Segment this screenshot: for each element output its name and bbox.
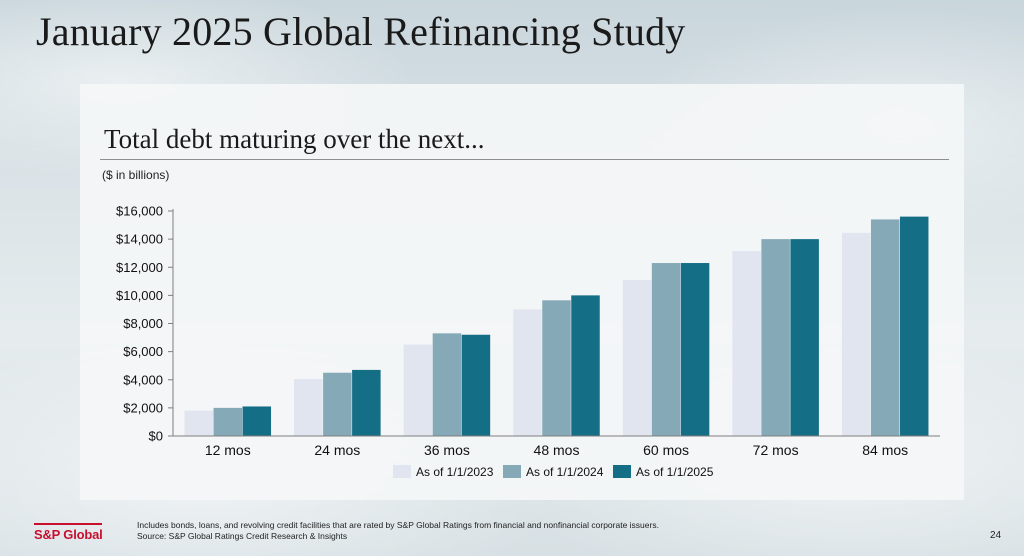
- units-label: ($ in billions): [102, 168, 170, 182]
- bar-60-mos-series-3: [680, 263, 710, 436]
- legend-label: As of 1/1/2025: [636, 465, 714, 479]
- legend-swatch: [503, 465, 521, 478]
- bar-12-mos-series-3: [242, 406, 272, 436]
- bar-24-mos-series-2: [323, 372, 352, 436]
- bar-36-mos-series-3: [461, 334, 491, 436]
- y-tick-label: $14,000: [116, 232, 163, 247]
- bar-36-mos-series-2: [432, 333, 462, 436]
- bar-12-mos-series-1: [184, 410, 214, 436]
- x-tick-label: 72 mos: [753, 442, 799, 458]
- legend-label: As of 1/1/2024: [526, 465, 604, 479]
- bar-chart: $0 $2,000 $4,000 $6,000 $8,000 $10,000 $12,000…: [116, 204, 940, 479]
- y-tick-label: $0: [149, 429, 163, 444]
- bar-72-mos-series-2: [761, 239, 790, 436]
- chart-panel: Total debt maturing over the next... ($ …: [80, 84, 964, 500]
- y-tick-label: $6,000: [123, 344, 163, 359]
- title-divider: [100, 159, 949, 160]
- bar-60-mos-series-2: [651, 263, 681, 436]
- x-tick-label: 36 mos: [424, 442, 470, 458]
- bar-12-mos-series-2: [213, 407, 243, 436]
- y-tick-label: $8,000: [123, 316, 163, 331]
- bar-48-mos-series-1: [513, 309, 542, 436]
- y-tick-label: $12,000: [116, 260, 163, 275]
- chart-title: Total debt maturing over the next...: [104, 124, 485, 154]
- bar-84-mos-series-2: [870, 219, 900, 436]
- legend-swatch: [393, 465, 411, 478]
- page-number: 24: [990, 530, 1002, 541]
- legend-label: As of 1/1/2023: [416, 465, 494, 479]
- x-tick-label: 12 mos: [205, 442, 251, 458]
- bar-84-mos-series-1: [841, 232, 871, 436]
- y-tick-label: $4,000: [123, 372, 163, 387]
- bar-72-mos-series-3: [790, 239, 819, 436]
- x-tick-label: 84 mos: [862, 442, 908, 458]
- x-tick-label: 24 mos: [314, 442, 360, 458]
- sp-global-logo: S&P Global: [34, 527, 103, 542]
- bar-48-mos-series-3: [571, 295, 600, 436]
- x-tick-label: 60 mos: [643, 442, 689, 458]
- footnote-line-2: Source: S&P Global Ratings Credit Resear…: [137, 531, 348, 541]
- bar-24-mos-series-3: [352, 369, 381, 436]
- logo-bar: [34, 523, 102, 525]
- y-tick-label: $16,000: [116, 204, 163, 219]
- legend-swatch: [613, 465, 631, 478]
- bar-36-mos-series-1: [403, 344, 433, 436]
- footnote: Includes bonds, loans, and revolving cre…: [137, 520, 659, 542]
- bar-24-mos-series-1: [294, 379, 323, 436]
- x-tick-label: 48 mos: [534, 442, 580, 458]
- bar-60-mos-series-1: [622, 279, 652, 436]
- y-tick-label: $10,000: [116, 288, 163, 303]
- bar-48-mos-series-2: [542, 300, 571, 436]
- bar-72-mos-series-1: [732, 251, 761, 436]
- bar-84-mos-series-3: [899, 216, 929, 436]
- footnote-line-1: Includes bonds, loans, and revolving cre…: [137, 520, 659, 530]
- page-title: January 2025 Global Refinancing Study: [36, 9, 686, 54]
- y-tick-label: $2,000: [123, 400, 163, 415]
